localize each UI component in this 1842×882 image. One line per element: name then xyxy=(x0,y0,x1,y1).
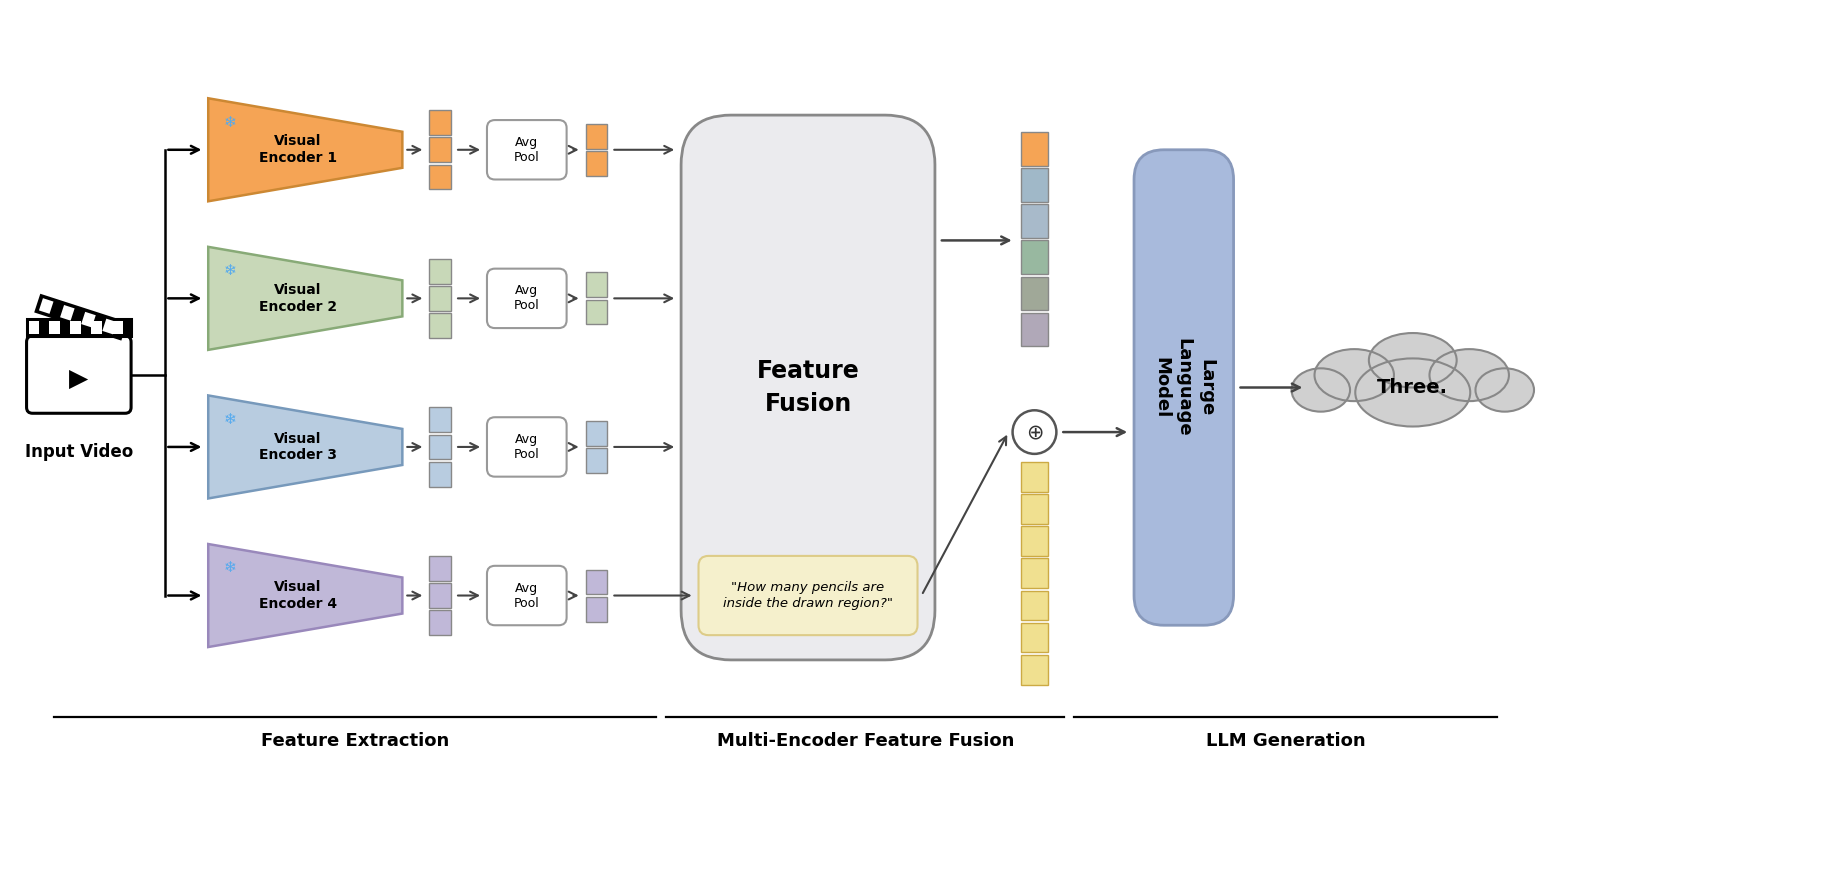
Text: Avg
Pool: Avg Pool xyxy=(514,136,540,164)
Polygon shape xyxy=(61,305,76,321)
FancyBboxPatch shape xyxy=(429,165,451,190)
FancyBboxPatch shape xyxy=(1020,655,1048,684)
FancyBboxPatch shape xyxy=(26,336,131,414)
Polygon shape xyxy=(208,247,402,350)
FancyBboxPatch shape xyxy=(1020,205,1048,238)
Ellipse shape xyxy=(1369,333,1457,387)
FancyBboxPatch shape xyxy=(1020,527,1048,556)
Text: Feature Extraction: Feature Extraction xyxy=(262,732,449,751)
Text: Avg
Pool: Avg Pool xyxy=(514,284,540,312)
FancyBboxPatch shape xyxy=(429,610,451,635)
Ellipse shape xyxy=(1429,349,1509,401)
FancyBboxPatch shape xyxy=(1020,277,1048,310)
Text: Feature
Fusion: Feature Fusion xyxy=(757,359,860,416)
FancyBboxPatch shape xyxy=(486,120,567,180)
FancyBboxPatch shape xyxy=(682,116,936,660)
Polygon shape xyxy=(208,395,402,498)
FancyBboxPatch shape xyxy=(486,417,567,476)
FancyBboxPatch shape xyxy=(1020,558,1048,588)
Polygon shape xyxy=(103,318,116,334)
Text: Visual
Encoder 1: Visual Encoder 1 xyxy=(258,134,337,165)
FancyBboxPatch shape xyxy=(1020,241,1048,274)
FancyBboxPatch shape xyxy=(429,286,451,310)
FancyBboxPatch shape xyxy=(586,448,608,473)
Text: ▶: ▶ xyxy=(70,367,88,391)
FancyBboxPatch shape xyxy=(429,556,451,580)
Text: Avg
Pool: Avg Pool xyxy=(514,433,540,461)
FancyBboxPatch shape xyxy=(70,321,81,334)
FancyBboxPatch shape xyxy=(486,269,567,328)
Text: Input Video: Input Video xyxy=(24,443,133,461)
FancyBboxPatch shape xyxy=(112,321,123,334)
Text: Multi-Encoder Feature Fusion: Multi-Encoder Feature Fusion xyxy=(717,732,1013,751)
Polygon shape xyxy=(81,312,96,327)
FancyBboxPatch shape xyxy=(29,321,39,334)
FancyBboxPatch shape xyxy=(586,273,608,297)
Polygon shape xyxy=(37,295,125,339)
FancyBboxPatch shape xyxy=(1020,132,1048,166)
Text: "How many pencils are
inside the drawn region?": "How many pencils are inside the drawn r… xyxy=(724,581,893,610)
FancyBboxPatch shape xyxy=(1020,494,1048,524)
Ellipse shape xyxy=(1475,369,1534,412)
FancyBboxPatch shape xyxy=(429,138,451,162)
FancyBboxPatch shape xyxy=(92,321,101,334)
FancyBboxPatch shape xyxy=(586,300,608,325)
Text: Large
Language
Model: Large Language Model xyxy=(1153,338,1216,437)
Ellipse shape xyxy=(1291,369,1350,412)
Text: Visual
Encoder 4: Visual Encoder 4 xyxy=(258,580,337,611)
Ellipse shape xyxy=(1356,358,1470,427)
Text: ❄: ❄ xyxy=(223,115,236,130)
Ellipse shape xyxy=(1315,349,1394,401)
FancyBboxPatch shape xyxy=(586,151,608,176)
FancyBboxPatch shape xyxy=(26,319,131,336)
FancyBboxPatch shape xyxy=(429,583,451,608)
Text: Avg
Pool: Avg Pool xyxy=(514,581,540,609)
Text: ❄: ❄ xyxy=(223,560,236,575)
FancyBboxPatch shape xyxy=(586,421,608,445)
FancyBboxPatch shape xyxy=(1135,150,1234,625)
FancyBboxPatch shape xyxy=(586,570,608,594)
Text: Visual
Encoder 3: Visual Encoder 3 xyxy=(260,431,337,462)
FancyBboxPatch shape xyxy=(586,597,608,622)
Polygon shape xyxy=(208,98,402,201)
FancyBboxPatch shape xyxy=(1020,168,1048,202)
FancyBboxPatch shape xyxy=(429,435,451,460)
FancyBboxPatch shape xyxy=(486,566,567,625)
Text: Visual
Encoder 2: Visual Encoder 2 xyxy=(258,283,337,314)
FancyBboxPatch shape xyxy=(429,462,451,487)
Text: ❄: ❄ xyxy=(223,412,236,427)
FancyBboxPatch shape xyxy=(1020,623,1048,653)
FancyBboxPatch shape xyxy=(429,313,451,338)
FancyBboxPatch shape xyxy=(1020,591,1048,620)
FancyBboxPatch shape xyxy=(429,407,451,432)
FancyBboxPatch shape xyxy=(1020,313,1048,347)
FancyBboxPatch shape xyxy=(429,258,451,283)
Text: ⊕: ⊕ xyxy=(1026,422,1043,442)
FancyBboxPatch shape xyxy=(50,321,61,334)
Text: Three.: Three. xyxy=(1378,378,1448,397)
Polygon shape xyxy=(208,544,402,647)
FancyBboxPatch shape xyxy=(586,123,608,148)
Text: LLM Generation: LLM Generation xyxy=(1207,732,1365,751)
Text: ❄: ❄ xyxy=(223,263,236,278)
Circle shape xyxy=(1013,410,1055,454)
Polygon shape xyxy=(39,298,53,314)
FancyBboxPatch shape xyxy=(698,556,917,635)
FancyBboxPatch shape xyxy=(429,110,451,135)
FancyBboxPatch shape xyxy=(1020,462,1048,491)
